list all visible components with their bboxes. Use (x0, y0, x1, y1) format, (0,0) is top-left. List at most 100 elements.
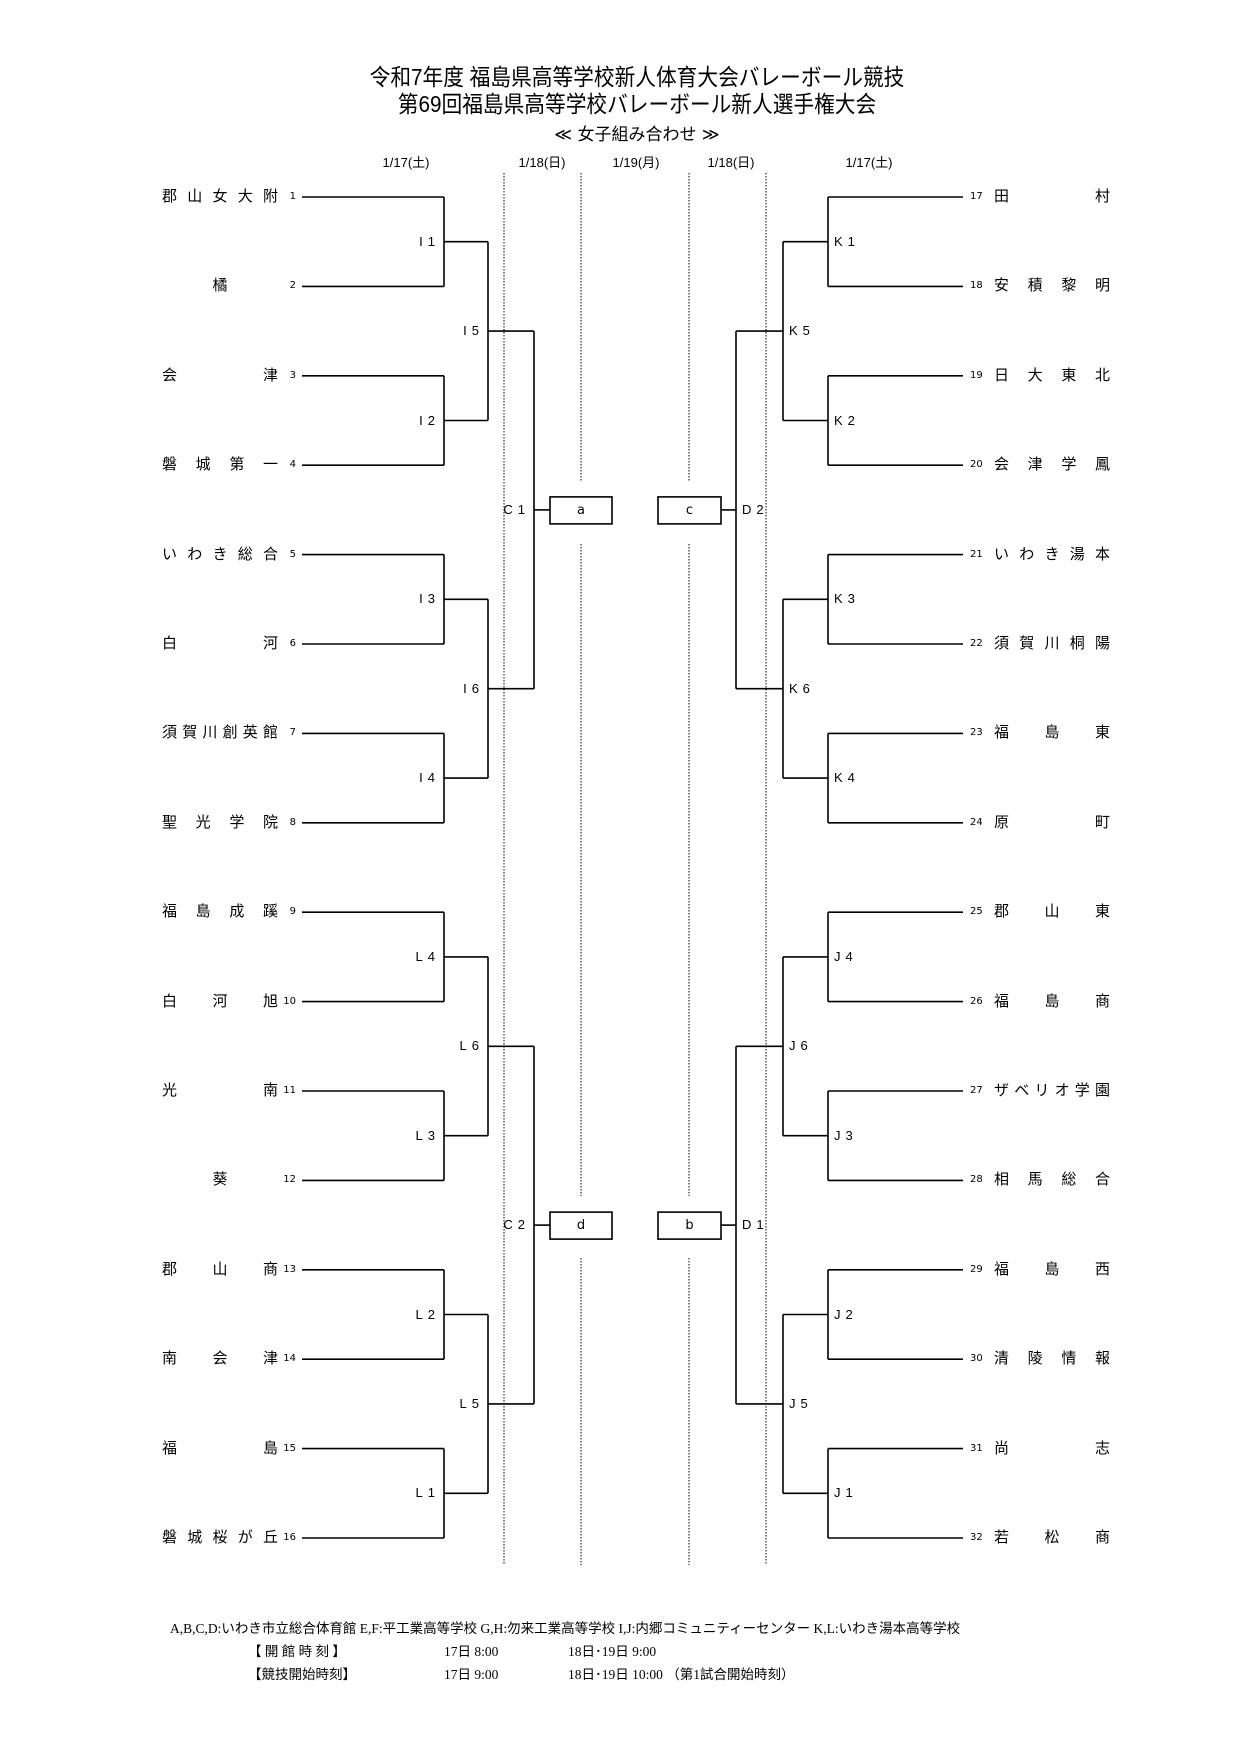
team-name: 日大東北 (994, 365, 1110, 384)
open-time-day2: 18日･19日 9:00 (568, 1644, 657, 1659)
match-label: L1 (415, 1485, 440, 1501)
match-label: J4 (834, 948, 858, 964)
match-label: L2 (415, 1306, 440, 1322)
match-label: I5 (463, 323, 484, 339)
team-name: いわき総合 (162, 544, 278, 563)
team-number: 29 (970, 1263, 983, 1275)
team-number: 2 (289, 280, 296, 292)
winner-box (549, 1211, 613, 1240)
team-name: 尚志 (994, 1438, 1110, 1457)
match-label: J5 (789, 1395, 813, 1411)
team-name: 安積黎明 (994, 276, 1110, 295)
winner-box-label: b (685, 1218, 694, 1234)
team-name: 会津 (162, 365, 278, 384)
team-number: 21 (970, 548, 983, 560)
team-number: 25 (970, 906, 983, 918)
open-time-label: 【 開 館 時 刻 】 (248, 1644, 346, 1659)
match-label: J3 (834, 1127, 858, 1143)
team-number: 28 (970, 1174, 983, 1186)
match-label: I2 (419, 412, 440, 428)
team-number: 17 (970, 191, 983, 202)
team-name: 郡山商 (162, 1259, 278, 1278)
date-left-round1: 1/17(土) (382, 155, 430, 170)
match-label: J2 (834, 1306, 858, 1322)
team-name: 白河 (162, 634, 278, 652)
team-number: 11 (283, 1085, 296, 1096)
team-number: 3 (289, 369, 296, 381)
match-label: D2 (742, 501, 769, 517)
team-number: 31 (970, 1442, 983, 1454)
match-label: L5 (459, 1395, 484, 1411)
start-time-day1: 17日 9:00 (444, 1667, 499, 1682)
date-final: 1/19(月) (612, 155, 660, 170)
team-name: 橘 (212, 276, 228, 295)
team-number: 10 (283, 995, 296, 1007)
team-name: 原町 (994, 812, 1110, 831)
team-name: 磐城桜が丘 (162, 1528, 278, 1546)
match-label: L4 (415, 948, 440, 964)
winner-box (549, 496, 613, 525)
team-number: 16 (283, 1532, 296, 1543)
date-left-round3: 1/18(日) (518, 155, 566, 170)
team-name: 福島商 (994, 991, 1110, 1010)
match-label: L3 (415, 1127, 440, 1143)
team-name: ザベリオ学園 (994, 1081, 1110, 1099)
match-label: K5 (789, 323, 815, 339)
team-name: 須賀川桐陽 (994, 634, 1110, 652)
venue-list: A,B,C,D:いわき市立総合体育館 E,F:平工業高等学校 G,H:勿来工業高… (170, 1621, 961, 1636)
team-number: 23 (970, 727, 983, 739)
winner-box (657, 496, 722, 525)
winner-box-label: d (576, 1218, 586, 1234)
team-number: 27 (970, 1085, 983, 1096)
team-name: 若松商 (994, 1528, 1110, 1546)
team-number: 13 (283, 1263, 296, 1275)
team-number: 14 (283, 1353, 296, 1365)
team-name: 会津学鳳 (994, 455, 1110, 474)
team-number: 20 (970, 459, 983, 471)
match-label: C2 (503, 1217, 530, 1233)
team-number: 24 (970, 816, 983, 828)
team-number: 9 (289, 906, 296, 918)
match-label: K1 (834, 233, 860, 249)
match-label: I3 (419, 591, 440, 607)
team-number: 5 (289, 548, 296, 560)
date-right-round1: 1/17(土) (845, 155, 893, 170)
winner-box-label: a (577, 502, 585, 518)
team-number: 18 (970, 280, 983, 292)
team-number: 32 (970, 1532, 983, 1543)
team-number: 30 (970, 1353, 983, 1365)
team-name: いわき湯本 (994, 544, 1110, 563)
start-time-day2: 18日･19日 10:00 （第1試合開始時刻） (568, 1667, 795, 1682)
team-name: 光南 (162, 1081, 278, 1099)
team-name: 福島成蹊 (162, 902, 278, 921)
match-label: C1 (503, 501, 530, 517)
team-number: 22 (970, 638, 983, 649)
team-name: 相馬総合 (994, 1170, 1110, 1189)
team-name: 福島西 (994, 1259, 1110, 1278)
match-label: D1 (742, 1217, 769, 1233)
team-name: 葵 (212, 1170, 228, 1189)
start-time-label: 【競技開始時刻】 (248, 1667, 356, 1682)
team-name: 田村 (994, 187, 1110, 205)
winner-box-label: c (685, 502, 694, 518)
match-label: I1 (419, 233, 440, 249)
team-number: 4 (289, 459, 296, 471)
team-number: 19 (970, 369, 983, 381)
match-label: K3 (834, 591, 860, 607)
open-time-day1: 17日 8:00 (444, 1644, 499, 1659)
match-label: J1 (834, 1485, 858, 1501)
team-name: 福島東 (994, 723, 1110, 742)
match-label: K2 (834, 412, 860, 428)
team-number: 8 (289, 816, 296, 828)
match-label: K4 (834, 770, 860, 786)
team-number: 26 (970, 995, 983, 1007)
team-name: 須賀川創英館 (162, 723, 278, 742)
team-number: 12 (283, 1174, 296, 1186)
match-label: I4 (419, 770, 440, 786)
match-label: K6 (789, 680, 815, 696)
title-line-1: 令和7年度 福島県高等学校新人体育大会バレーボール競技 (369, 64, 905, 90)
winner-box (657, 1211, 722, 1240)
match-label: L6 (459, 1038, 484, 1054)
match-label: I6 (463, 680, 484, 696)
